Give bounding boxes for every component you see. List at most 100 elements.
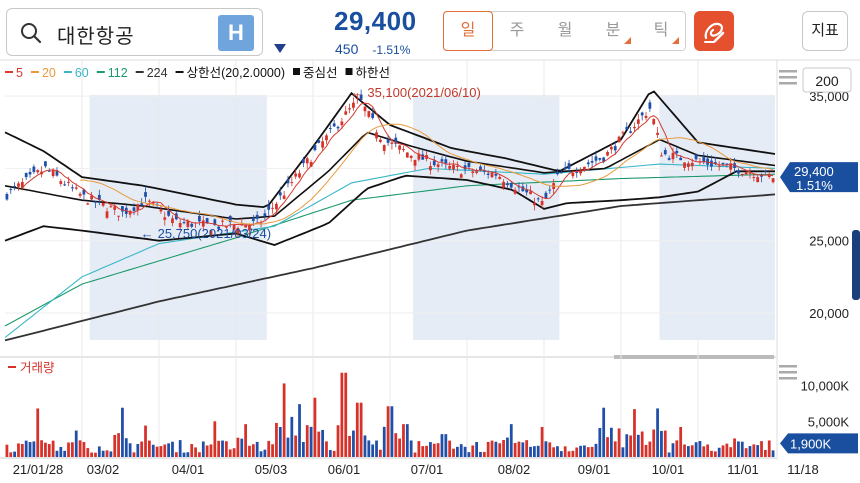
candle-body (559, 172, 563, 174)
current-price-tag-value: 29,400 (794, 164, 834, 179)
period-tab-1[interactable]: 주 (493, 12, 541, 50)
dropdown-triangle-icon[interactable] (274, 44, 286, 53)
volume-bar (509, 424, 513, 457)
change-percent: -1.51% (372, 43, 411, 57)
period-tab-label: 틱 (653, 22, 669, 39)
market-badge[interactable]: H (218, 15, 254, 51)
candle-body (13, 186, 17, 188)
volume-bar (136, 444, 140, 457)
volume-bar (78, 440, 82, 457)
legend-label: 상한선(20,2.0000) (187, 66, 285, 80)
candle-body (663, 150, 667, 155)
volume-bar (548, 442, 552, 457)
candle-body (405, 152, 409, 158)
search-icon (21, 23, 42, 44)
candle-body (479, 166, 482, 171)
period-tab-0[interactable]: 일 (443, 11, 493, 51)
volume-bar (529, 446, 532, 457)
volume-bar (178, 440, 182, 457)
candle-body (59, 181, 63, 184)
candle-body (74, 187, 78, 189)
menu-icon (779, 82, 797, 85)
candle-body (471, 171, 475, 174)
candle-body (452, 165, 455, 170)
legend-label: 224 (147, 66, 168, 80)
candle-body (205, 218, 209, 224)
x-axis-label: 03/02 (87, 462, 120, 477)
volume-bar (244, 424, 248, 457)
volume-bar (606, 437, 609, 457)
draw-tool-button[interactable] (694, 11, 734, 51)
volume-bar (602, 407, 606, 457)
candle-body (386, 138, 390, 143)
candle-body (394, 137, 398, 144)
volume-bar (240, 438, 244, 457)
volume-bar (55, 450, 59, 457)
candle-body (548, 189, 552, 191)
volume-bar (517, 441, 521, 457)
candle-body (417, 153, 421, 160)
volume-bar (536, 445, 540, 457)
candle-body (440, 159, 444, 162)
legend-swatch (345, 68, 353, 75)
volume-bar (532, 446, 536, 457)
volume-bar (694, 442, 698, 457)
indicator-button[interactable]: 지표 (802, 11, 848, 51)
volume-bar (190, 444, 194, 457)
candle-body (521, 186, 525, 192)
period-tab-4[interactable]: 틱 (637, 12, 685, 50)
candle-body (436, 164, 440, 167)
candle-body (94, 201, 97, 203)
candle-body (771, 178, 775, 183)
volume-bar (475, 441, 479, 457)
volume-bar (421, 446, 425, 457)
candle-body (178, 222, 182, 228)
candle-body (32, 166, 36, 172)
period-tab-2[interactable]: 월 (541, 12, 589, 50)
volume-bar (86, 448, 90, 457)
stock-search-box[interactable]: 대한항공 H (6, 8, 263, 56)
ma224-line (4, 193, 776, 342)
volume-bar (567, 451, 571, 457)
candle-body (78, 193, 82, 196)
candle-body (271, 207, 274, 209)
candle-body (532, 202, 536, 206)
candle-body (105, 211, 109, 218)
candle-body (459, 174, 463, 178)
volume-bar (556, 446, 559, 457)
candle-body (475, 171, 479, 173)
candle-body (590, 161, 594, 163)
candle-body (567, 163, 571, 169)
candle-body (182, 222, 186, 224)
candle-body (494, 173, 498, 176)
candle-body (321, 141, 325, 148)
candle-body (413, 159, 417, 166)
candle-body (290, 182, 294, 184)
volume-bar (317, 431, 321, 457)
volume-bar (502, 439, 505, 457)
volume-bar (174, 452, 178, 457)
legend-label: 5 (16, 66, 23, 80)
ma60-line (4, 163, 776, 338)
legend-label: 112 (108, 66, 128, 80)
volume-bar (744, 448, 748, 457)
period-tab-label: 일 (460, 22, 476, 39)
volume-bar (59, 446, 63, 457)
volume-bar (625, 434, 629, 457)
candle-body (602, 157, 606, 162)
candle-body (740, 173, 744, 176)
volume-bar (286, 437, 290, 457)
candle-body (236, 228, 240, 234)
volume-bar (36, 408, 40, 457)
volume-bar (440, 434, 444, 457)
bollinger-lower-line (4, 170, 775, 246)
candle-body (690, 162, 694, 167)
x-axis-label: 10/01 (652, 462, 685, 477)
volume-bar (552, 447, 556, 457)
volume-bar (128, 443, 132, 457)
period-tab-3[interactable]: 분 (589, 12, 637, 50)
candle-body (20, 181, 24, 188)
candle-body (144, 192, 147, 197)
